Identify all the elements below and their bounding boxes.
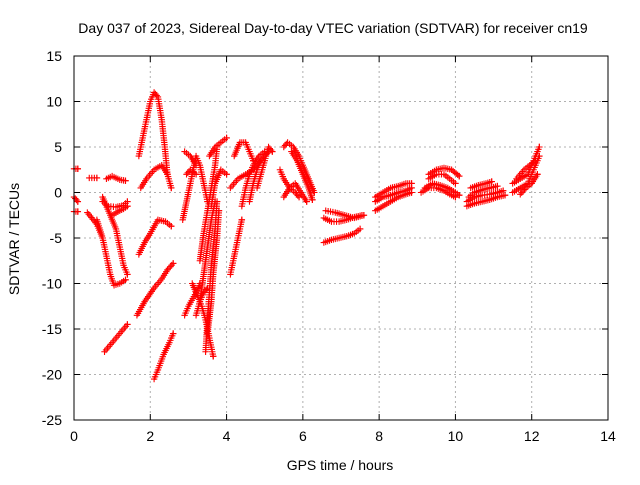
x-tick-label: 8 xyxy=(375,428,383,444)
data-point-marker xyxy=(267,146,275,154)
data-points xyxy=(70,89,543,383)
x-tick-label: 6 xyxy=(299,428,307,444)
data-point-marker xyxy=(294,192,301,199)
y-tick-label: 15 xyxy=(46,48,62,64)
data-point-marker xyxy=(74,198,82,205)
axis-ticks: 0 2 4 6 8 10 12 14 -25 -20 -15 -10 -5 0 5 10 15 xyxy=(42,48,616,444)
x-tick-label: 14 xyxy=(600,428,616,444)
data-point-marker xyxy=(223,171,230,178)
data-point-marker xyxy=(124,321,131,328)
data-point-marker xyxy=(295,193,303,201)
data-point-marker xyxy=(168,184,175,192)
y-axis-label: SDTVAR / TECUs xyxy=(6,183,22,295)
chart-title: Day 037 of 2023, Sidereal Day-to-day VTE… xyxy=(78,20,588,36)
data-point-marker xyxy=(499,187,507,194)
data-point-marker xyxy=(223,134,230,142)
data-point-marker xyxy=(534,171,541,178)
data-point-marker xyxy=(74,165,82,173)
data-point-marker xyxy=(494,182,501,190)
data-point-marker xyxy=(269,148,276,155)
data-point-marker xyxy=(536,143,543,151)
x-tick-label: 4 xyxy=(223,428,231,444)
data-point-marker xyxy=(456,192,463,199)
data-point-marker xyxy=(153,92,160,99)
data-point-marker xyxy=(124,271,131,278)
data-point-marker xyxy=(356,225,364,233)
data-point-marker xyxy=(215,207,223,214)
y-tick-label: 0 xyxy=(54,185,62,201)
x-tick-label: 12 xyxy=(524,428,540,444)
data-point-marker xyxy=(167,263,174,270)
x-tick-label: 0 xyxy=(70,428,78,444)
data-point-marker xyxy=(360,212,368,219)
x-axis-label: GPS time / hours xyxy=(287,457,394,473)
data-point-marker xyxy=(74,208,82,215)
data-point-marker xyxy=(192,162,200,169)
data-point-marker xyxy=(168,261,175,269)
data-point-marker xyxy=(456,172,463,180)
data-point-marker xyxy=(452,180,459,187)
data-point-marker xyxy=(454,171,461,179)
data-point-marker xyxy=(238,216,246,223)
data-point-marker xyxy=(311,189,318,196)
y-tick-label: 10 xyxy=(46,94,62,110)
y-tick-label: -20 xyxy=(42,367,62,383)
data-point-marker xyxy=(169,330,177,337)
data-point-marker xyxy=(210,353,217,360)
x-tick-label: 10 xyxy=(448,428,464,444)
data-point-marker xyxy=(303,198,310,205)
data-point-marker xyxy=(192,171,200,178)
data-point-marker xyxy=(168,222,175,230)
data-point-marker xyxy=(122,276,129,284)
data-point-marker xyxy=(532,157,539,164)
y-tick-label: -15 xyxy=(42,321,62,337)
data-point-marker xyxy=(169,260,177,267)
data-point-marker xyxy=(93,174,101,182)
x-tick-label: 2 xyxy=(146,428,154,444)
data-point-marker xyxy=(309,196,316,203)
y-tick-label: 5 xyxy=(54,139,62,155)
data-point-marker xyxy=(488,178,495,185)
data-point-marker xyxy=(408,180,415,187)
data-point-marker xyxy=(122,177,129,184)
data-point-marker xyxy=(536,152,543,160)
y-tick-label: -25 xyxy=(42,412,62,428)
data-point-marker xyxy=(501,192,509,199)
y-tick-label: -5 xyxy=(50,230,63,246)
data-point-marker xyxy=(124,202,131,210)
y-tick-label: -10 xyxy=(42,276,62,292)
